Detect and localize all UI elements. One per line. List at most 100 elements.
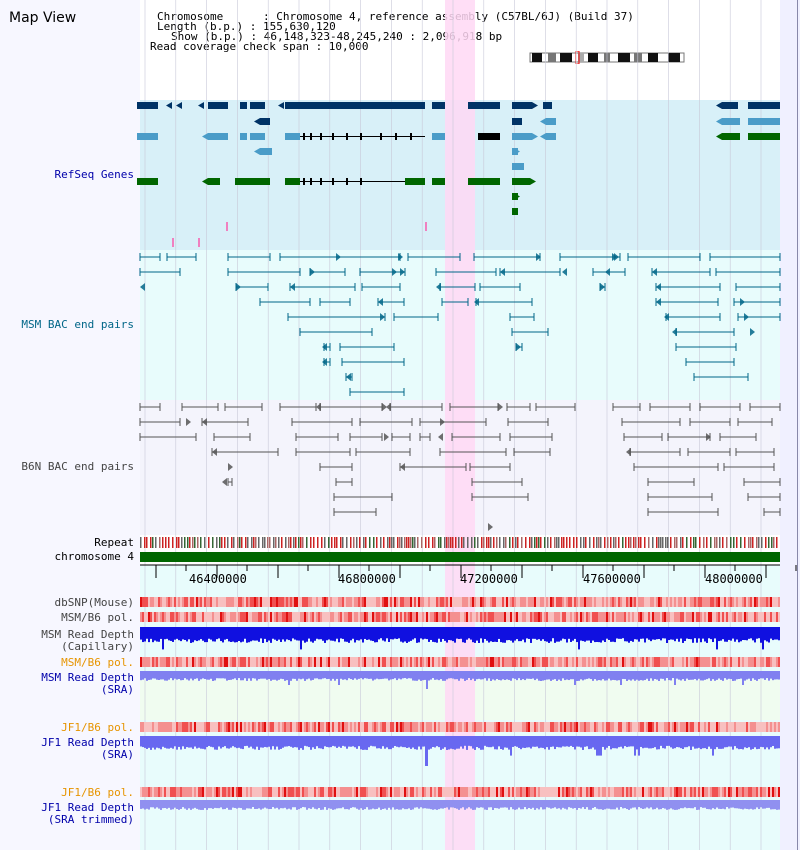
- polymorphism-cell: [694, 787, 696, 797]
- track-label-jf1-b6-pol-2[interactable]: JF1/B6 pol.: [61, 786, 134, 799]
- read-depth-bar: [220, 671, 222, 679]
- track-label-jf1-depth-trimmed[interactable]: JF1 Read Depth (SRA trimmed): [41, 801, 134, 826]
- polymorphism-cell: [624, 722, 626, 732]
- track-label-msm-b6-pol-2[interactable]: MSM/B6 pol.: [61, 656, 134, 669]
- read-depth-bar: [362, 627, 364, 643]
- read-depth-bar: [432, 736, 434, 747]
- polymorphism-cell: [182, 657, 184, 667]
- read-depth-bar: [510, 671, 512, 681]
- polymorphism-cell: [484, 597, 486, 607]
- track-label-repeat[interactable]: Repeat: [94, 536, 134, 549]
- polymorphism-cell: [452, 597, 454, 607]
- polymorphism-cell: [648, 657, 650, 667]
- track-label-msm-bac[interactable]: MSM BAC end pairs: [21, 318, 134, 331]
- polymorphism-cell: [718, 722, 720, 732]
- read-depth-bar: [598, 671, 600, 681]
- polymorphism-cell: [582, 597, 584, 607]
- read-depth-bar: [522, 627, 524, 640]
- read-depth-bar: [354, 800, 356, 808]
- read-depth-bar: [552, 671, 554, 680]
- track-label-jf1-b6-pol-1[interactable]: JF1/B6 pol.: [61, 721, 134, 734]
- polymorphism-cell: [196, 657, 198, 667]
- polymorphism-cell: [338, 722, 340, 732]
- read-depth-bar: [528, 627, 530, 639]
- polymorphism-cell: [746, 612, 748, 622]
- repeat-element: [776, 537, 778, 548]
- polymorphism-cell: [224, 657, 226, 667]
- polymorphism-cell: [670, 612, 672, 622]
- track-label-msm-depth-capillary[interactable]: MSM Read Depth (Capillary): [41, 628, 134, 653]
- polymorphism-cell: [662, 612, 664, 622]
- gene-exon: [410, 133, 412, 140]
- polymorphism-cell: [388, 722, 390, 732]
- polymorphism-cell: [470, 657, 472, 667]
- read-depth-bar: [316, 627, 318, 639]
- polymorphism-cell: [564, 657, 566, 667]
- polymorphism-cell: [552, 657, 554, 667]
- track-label-msm-b6-pol-1[interactable]: MSM/B6 pol.: [61, 611, 134, 624]
- polymorphism-cell: [268, 657, 270, 667]
- read-depth-bar: [446, 627, 448, 643]
- polymorphism-cell: [164, 787, 166, 797]
- polymorphism-cell: [396, 787, 398, 797]
- polymorphism-cell: [480, 612, 482, 622]
- track-label-jf1-depth-sra[interactable]: JF1 Read Depth (SRA): [41, 736, 134, 761]
- track-label-dbsnp[interactable]: dbSNP(Mouse): [54, 596, 134, 609]
- read-depth-bar: [632, 671, 634, 680]
- polymorphism-cell: [216, 597, 218, 607]
- read-depth-bar: [194, 736, 196, 747]
- read-depth-bar: [328, 736, 330, 748]
- polymorphism-cell: [742, 612, 744, 622]
- polymorphism-cell: [446, 657, 448, 667]
- read-depth-bar: [164, 671, 166, 681]
- read-depth-bar: [562, 800, 564, 808]
- track-label-chromosome[interactable]: chromosome 4: [54, 550, 134, 563]
- polymorphism-cell: [476, 597, 478, 607]
- polymorphism-cell: [322, 657, 324, 667]
- polymorphism-cell: [240, 597, 242, 607]
- polymorphism-cell: [250, 612, 252, 622]
- polymorphism-cell: [512, 722, 514, 732]
- read-depth-bar: [338, 736, 340, 747]
- polymorphism-cell: [448, 597, 450, 607]
- polymorphism-cell: [684, 722, 686, 732]
- polymorphism-cell: [684, 597, 686, 607]
- read-depth-bar: [662, 800, 664, 809]
- repeat-element: [463, 537, 465, 548]
- read-depth-bar: [736, 736, 738, 749]
- polymorphism-cell: [708, 657, 710, 667]
- read-depth-bar: [502, 736, 504, 750]
- repeat-element: [716, 537, 718, 548]
- polymorphism-cell: [676, 787, 678, 797]
- read-depth-bar: [506, 736, 508, 748]
- polymorphism-cell: [286, 612, 288, 622]
- read-depth-bar: [484, 671, 486, 679]
- polymorphism-cell: [736, 612, 738, 622]
- track-label-refseq[interactable]: RefSeq Genes: [54, 168, 134, 181]
- polymorphism-cell: [590, 722, 592, 732]
- read-depth-bar: [270, 736, 272, 750]
- gene-strand-arrow: [530, 178, 536, 185]
- polymorphism-cell: [496, 787, 498, 797]
- track-label-b6n-bac[interactable]: B6N BAC end pairs: [21, 460, 134, 473]
- polymorphism-cell: [402, 787, 404, 797]
- read-depth-bar: [508, 800, 510, 810]
- polymorphism-cell: [218, 657, 220, 667]
- read-depth-bar: [246, 736, 248, 746]
- bac-end-marker: [336, 253, 341, 261]
- polymorphism-cell: [536, 612, 538, 622]
- polymorphism-cell: [348, 612, 350, 622]
- read-depth-bar: [434, 627, 436, 643]
- polymorphism-cell: [630, 657, 632, 667]
- read-depth-bar: [562, 627, 564, 639]
- polymorphism-cell: [514, 657, 516, 667]
- read-depth-bar: [570, 800, 572, 808]
- polymorphism-cell: [224, 787, 226, 797]
- track-label-msm-depth-sra[interactable]: MSM Read Depth (SRA): [41, 671, 134, 696]
- polymorphism-cell: [320, 722, 322, 732]
- polymorphism-cell: [196, 722, 198, 732]
- read-depth-bar: [658, 800, 660, 810]
- read-depth-bar: [216, 800, 218, 809]
- polymorphism-cell: [216, 657, 218, 667]
